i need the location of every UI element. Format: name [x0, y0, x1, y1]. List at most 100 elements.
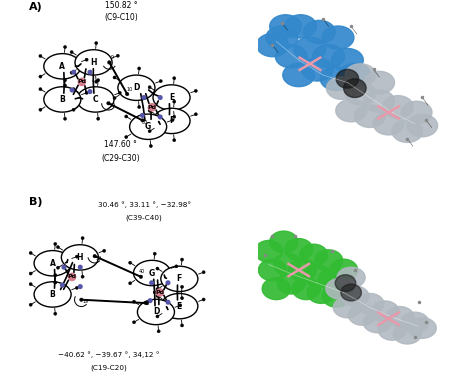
Ellipse shape: [153, 85, 190, 110]
Circle shape: [179, 304, 182, 307]
Circle shape: [103, 249, 106, 252]
Circle shape: [95, 80, 98, 83]
Ellipse shape: [373, 112, 404, 135]
Ellipse shape: [326, 278, 354, 299]
Circle shape: [156, 267, 159, 270]
Ellipse shape: [383, 96, 413, 118]
Text: 29: 29: [109, 103, 116, 108]
Circle shape: [39, 88, 42, 91]
Circle shape: [181, 324, 183, 327]
Ellipse shape: [277, 272, 305, 294]
Text: (C19-C20): (C19-C20): [91, 365, 128, 371]
Text: (C9-C10): (C9-C10): [104, 12, 138, 22]
Ellipse shape: [34, 282, 71, 307]
Text: 19: 19: [82, 299, 88, 304]
Circle shape: [75, 286, 79, 289]
Circle shape: [149, 106, 152, 109]
Ellipse shape: [393, 323, 421, 344]
Ellipse shape: [270, 231, 298, 253]
Circle shape: [87, 70, 92, 75]
Circle shape: [148, 106, 151, 109]
Circle shape: [75, 255, 79, 258]
Circle shape: [158, 95, 163, 100]
Ellipse shape: [283, 64, 315, 87]
Ellipse shape: [161, 294, 198, 319]
Circle shape: [78, 265, 83, 270]
Circle shape: [39, 108, 42, 111]
Text: (C39-C40): (C39-C40): [126, 215, 163, 221]
Text: Pd: Pd: [147, 105, 157, 110]
Text: Pd: Pd: [67, 275, 77, 279]
Text: B: B: [50, 290, 55, 299]
Text: 9: 9: [110, 55, 113, 60]
Ellipse shape: [315, 250, 343, 271]
Text: A: A: [49, 259, 55, 268]
Circle shape: [56, 246, 60, 249]
Ellipse shape: [161, 266, 198, 292]
Circle shape: [56, 266, 60, 269]
Circle shape: [97, 79, 100, 82]
Circle shape: [108, 60, 111, 64]
Circle shape: [145, 301, 148, 305]
Ellipse shape: [292, 278, 320, 300]
Circle shape: [133, 321, 135, 324]
Text: 39: 39: [96, 256, 102, 261]
Ellipse shape: [339, 64, 371, 87]
Text: A): A): [29, 2, 43, 12]
Ellipse shape: [401, 312, 429, 333]
Ellipse shape: [75, 50, 112, 75]
Circle shape: [156, 315, 159, 318]
Text: 30: 30: [142, 120, 148, 125]
Ellipse shape: [313, 45, 345, 68]
Ellipse shape: [334, 297, 361, 318]
Circle shape: [54, 243, 57, 246]
Circle shape: [159, 80, 162, 83]
Circle shape: [70, 71, 73, 74]
Circle shape: [165, 280, 170, 285]
Ellipse shape: [255, 241, 283, 262]
Circle shape: [125, 115, 128, 118]
Ellipse shape: [34, 251, 71, 276]
Ellipse shape: [345, 64, 376, 86]
Circle shape: [72, 88, 75, 91]
Circle shape: [165, 300, 170, 305]
Circle shape: [141, 95, 146, 100]
Ellipse shape: [348, 305, 377, 325]
Circle shape: [181, 285, 183, 289]
Circle shape: [173, 77, 176, 80]
Circle shape: [125, 92, 129, 96]
Ellipse shape: [322, 26, 354, 49]
Circle shape: [39, 55, 42, 58]
Ellipse shape: [304, 265, 331, 287]
Circle shape: [54, 312, 57, 315]
Circle shape: [63, 79, 67, 82]
Circle shape: [157, 291, 160, 294]
Ellipse shape: [407, 114, 438, 137]
Circle shape: [68, 273, 76, 281]
Text: A: A: [60, 62, 65, 71]
Ellipse shape: [364, 71, 395, 94]
Circle shape: [156, 287, 159, 291]
Circle shape: [63, 117, 67, 120]
Ellipse shape: [392, 120, 423, 142]
Circle shape: [125, 135, 128, 138]
Circle shape: [157, 330, 160, 333]
Circle shape: [118, 91, 122, 94]
Text: 40: 40: [139, 269, 145, 274]
Ellipse shape: [408, 318, 436, 339]
Circle shape: [173, 115, 176, 118]
Circle shape: [149, 280, 154, 285]
Ellipse shape: [262, 278, 290, 300]
Circle shape: [54, 281, 57, 284]
Circle shape: [29, 283, 32, 286]
Ellipse shape: [266, 26, 298, 49]
Circle shape: [29, 252, 32, 255]
Circle shape: [60, 282, 65, 287]
Circle shape: [97, 117, 100, 120]
Ellipse shape: [118, 75, 155, 101]
Ellipse shape: [137, 300, 175, 324]
Ellipse shape: [275, 45, 307, 68]
Ellipse shape: [274, 254, 302, 275]
Text: D: D: [133, 83, 140, 92]
Circle shape: [93, 254, 97, 258]
